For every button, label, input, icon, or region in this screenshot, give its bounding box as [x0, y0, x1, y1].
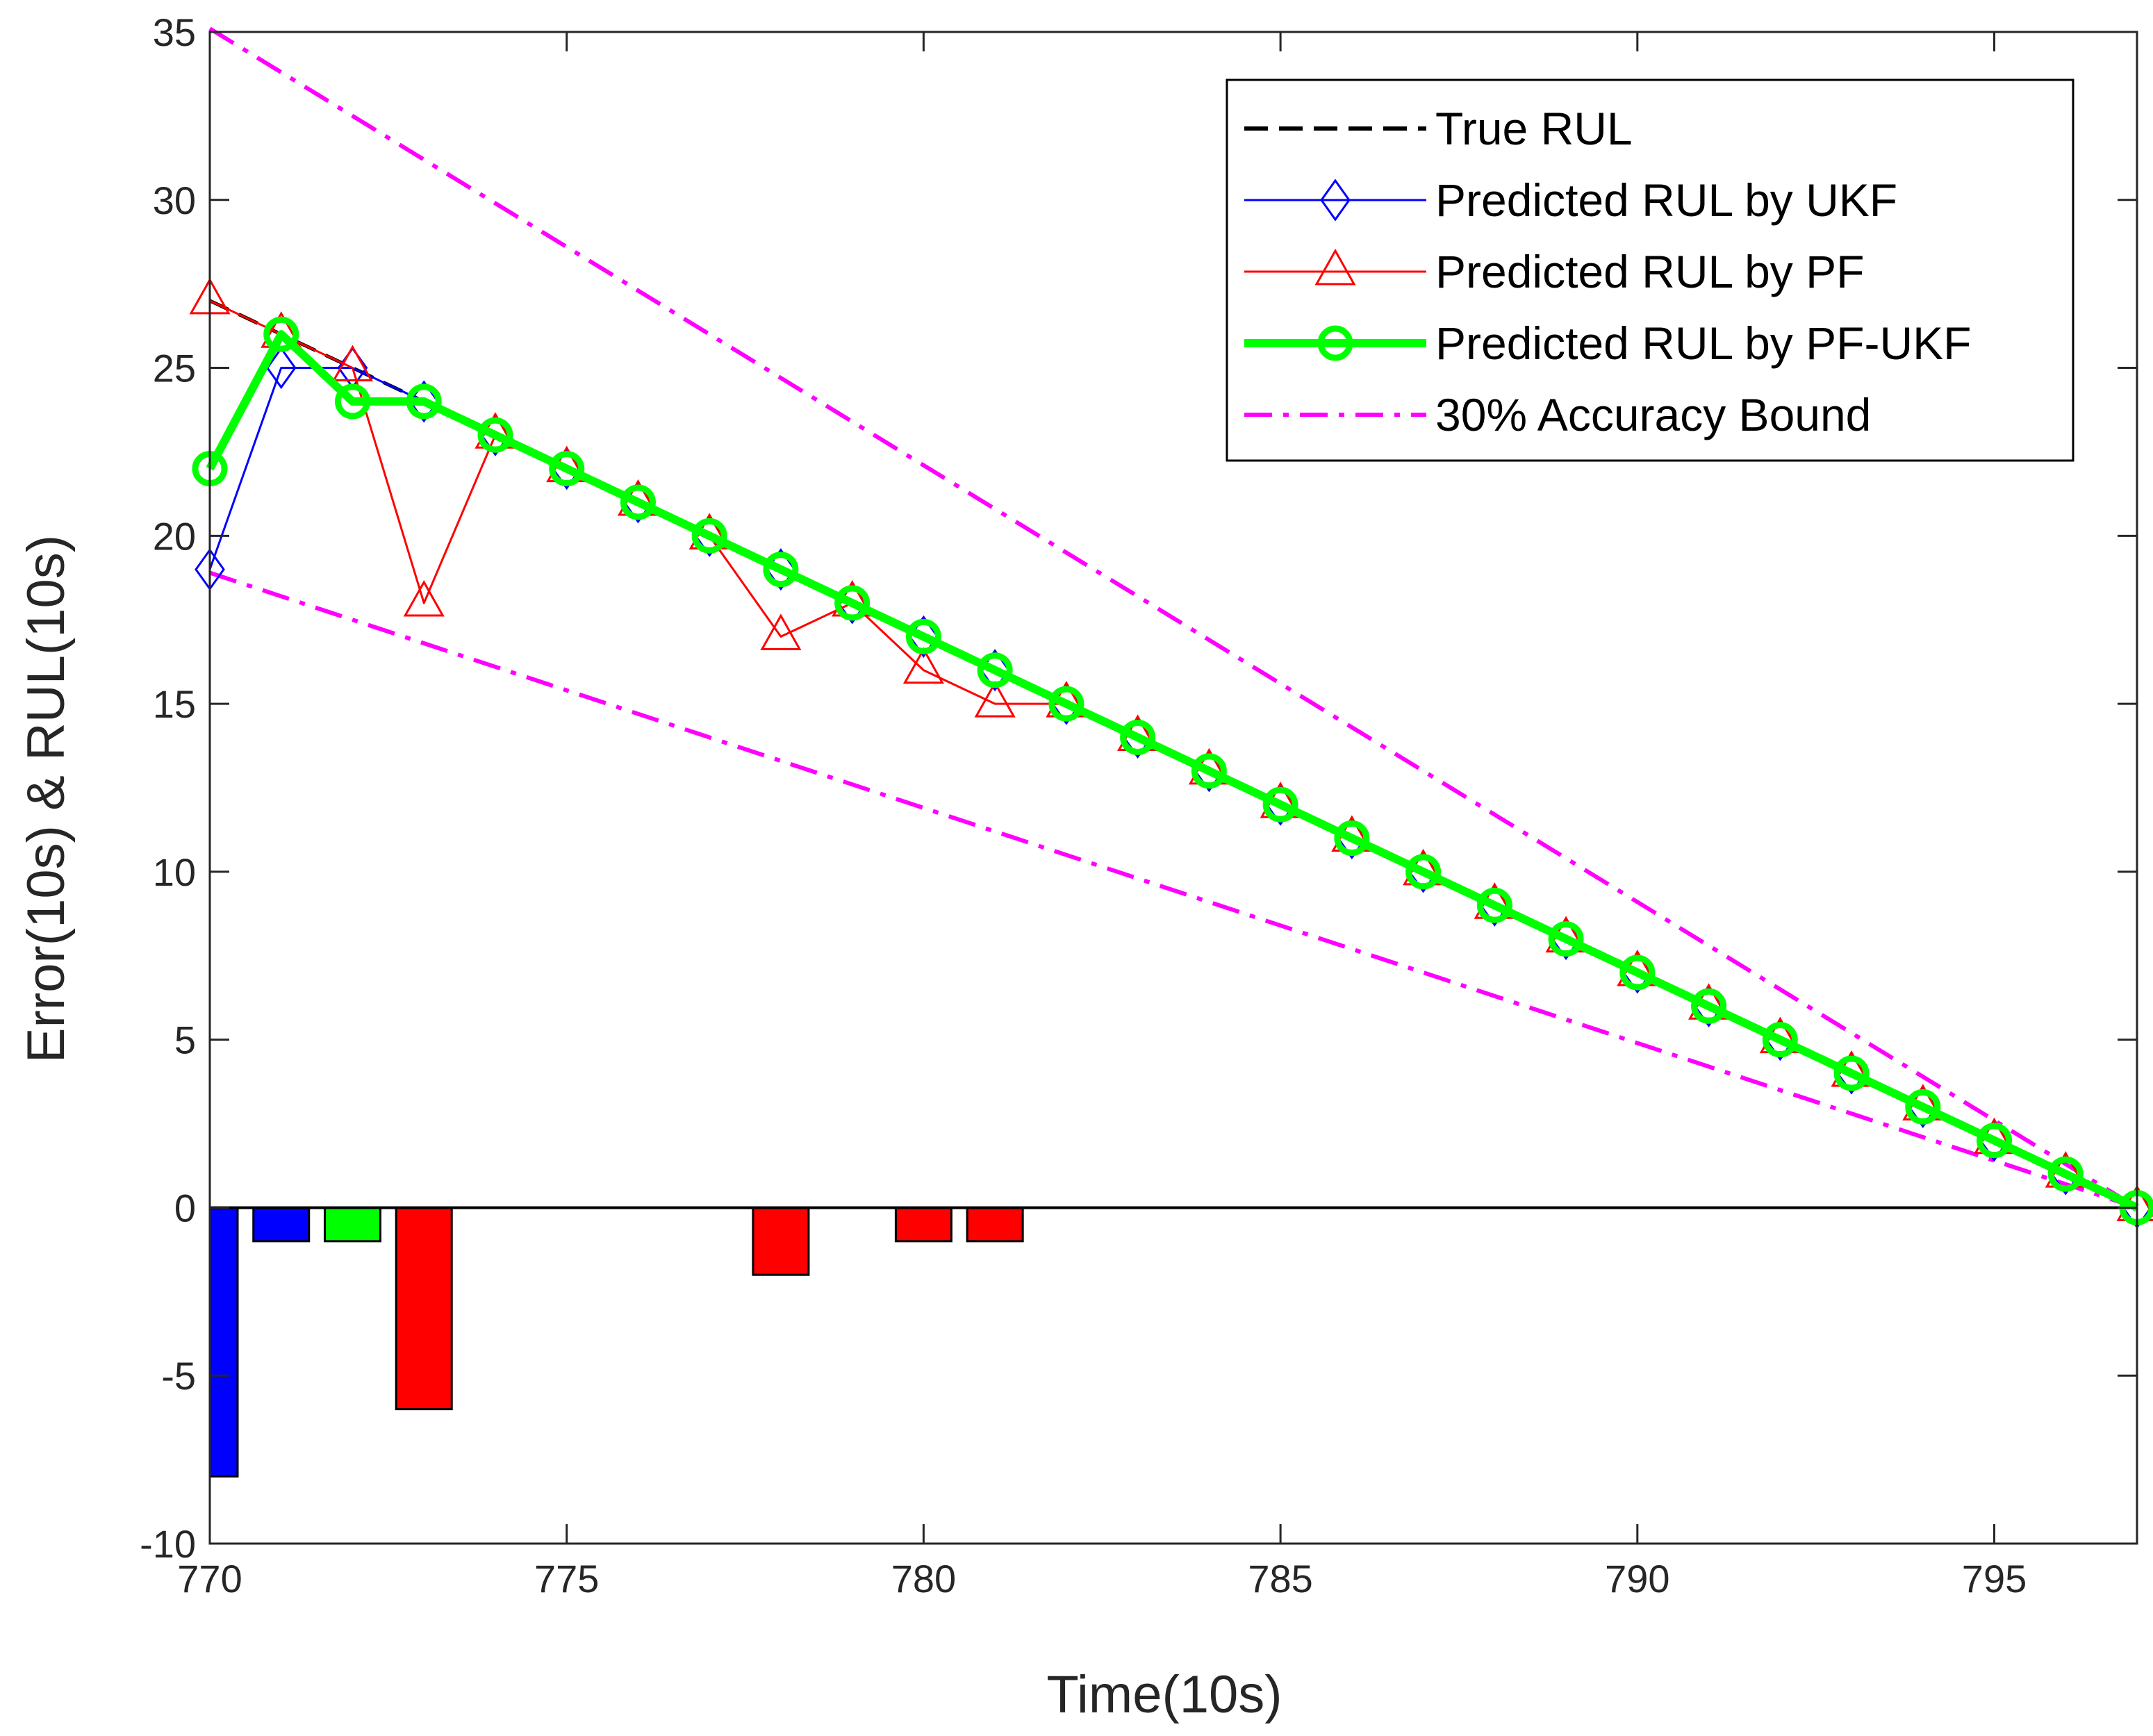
pf-point-2 [331, 345, 374, 382]
pf-ukf-point-10 [905, 618, 941, 654]
y-tick-label-2: 0 [174, 1186, 196, 1230]
legend-pf-marker [1314, 248, 1356, 286]
pf-ukf-point-8 [763, 552, 799, 588]
x-tick-label-2: 780 [891, 1557, 956, 1601]
pf-ukf-point-12 [1048, 686, 1084, 722]
error-bar-2 [323, 1206, 381, 1243]
pf-ukf-point-16 [1334, 820, 1370, 857]
legend-accuracy-bound-label: 30% Accuracy Bound [1435, 389, 1871, 440]
legend-box [1226, 78, 2074, 462]
pf-ukf-point-7 [691, 518, 727, 554]
y-tick-label-7: 25 [153, 347, 196, 390]
legend-true-rul-label: True RUL [1435, 103, 1633, 154]
accuracy-bound-upper-line [208, 26, 2138, 1210]
pf-ukf-point-5 [549, 451, 585, 487]
pf-ukf-point-26 [2047, 1156, 2084, 1192]
pf-ukf-point-15 [1262, 786, 1298, 822]
y-tick-label-1: -5 [161, 1354, 196, 1398]
x-tick-label-0: 770 [177, 1557, 242, 1601]
legend: True RUL Predicted RUL by UKF Predicted RU… [1226, 78, 2074, 462]
pf-ukf-point-6 [620, 484, 656, 520]
error-bar-4 [752, 1206, 810, 1276]
plot-frame [208, 31, 2138, 1545]
pf-ukf-point-11 [977, 652, 1013, 688]
legend-ukf-label: Predicted RUL by UKF [1435, 174, 1897, 226]
pf-point-11 [974, 681, 1016, 718]
y-axis-ticks: -10 -5 0 5 10 15 20 25 30 35 [140, 10, 2137, 1566]
pf-ukf-point-2 [334, 383, 370, 420]
x-tick-label-5: 795 [1962, 1557, 2027, 1601]
legend-ukf-marker [1320, 179, 1351, 222]
pf-ukf-point-14 [1191, 753, 1227, 789]
y-tick-label-3: 5 [174, 1018, 196, 1062]
y-tick-label-8: 30 [153, 179, 196, 222]
legend-pf-ukf-marker [1317, 325, 1353, 361]
pf-ukf-point-22 [1762, 1022, 1798, 1058]
pf-ukf-point-17 [1405, 854, 1442, 890]
error-bar-3 [395, 1206, 453, 1411]
pf-ukf-point-18 [1476, 887, 1512, 923]
error-bar-0 [208, 1206, 239, 1478]
error-bar-5 [894, 1206, 952, 1243]
x-tick-label-3: 785 [1248, 1557, 1312, 1601]
x-axis-ticks: 770 775 780 785 790 795 [177, 32, 2027, 1601]
pf-ukf-point-13 [1120, 719, 1156, 755]
legend-pf-ukf-label: Predicted RUL by PF-UKF [1435, 317, 1971, 369]
pf-ukf-point-1 [263, 316, 299, 352]
ukf-point-1 [265, 346, 297, 390]
pf-ukf-point-23 [1833, 1055, 1870, 1091]
pf-ukf-point-25 [1977, 1123, 2013, 1159]
accuracy-bound-lower-line [209, 570, 2138, 1210]
y-tick-label-4: 10 [153, 850, 196, 894]
pf-point-8 [760, 613, 802, 650]
legend-pf-label: Predicted RUL by PF [1435, 246, 1864, 297]
x-tick-label-1: 775 [534, 1557, 599, 1601]
y-axis-label: Error(10s) & RUL(10s) [17, 535, 76, 1063]
pf-ukf-point-4 [477, 417, 513, 453]
ukf-point-3 [409, 380, 440, 423]
error-bar-1 [252, 1206, 311, 1243]
pf-point-10 [902, 647, 944, 684]
x-axis-label: Time(10s) [1046, 1665, 1282, 1724]
pf-ukf-point-9 [834, 585, 871, 621]
pf-ukf-point-21 [1691, 988, 1727, 1024]
pf-point-3 [403, 579, 445, 617]
y-tick-label-6: 20 [153, 514, 196, 558]
error-bar-6 [966, 1206, 1024, 1243]
pf-ukf-point-24 [1905, 1089, 1941, 1125]
y-tick-label-5: 15 [153, 682, 196, 726]
y-tick-label-9: 35 [153, 10, 196, 54]
x-tick-label-4: 790 [1605, 1557, 1669, 1601]
pf-ukf-point-20 [1619, 954, 1656, 991]
pf-ukf-point-19 [1548, 921, 1584, 957]
pf-ukf-point-3 [406, 383, 442, 420]
y-tick-label-0: -10 [140, 1522, 196, 1566]
pf-ukf-line [206, 330, 2139, 1212]
